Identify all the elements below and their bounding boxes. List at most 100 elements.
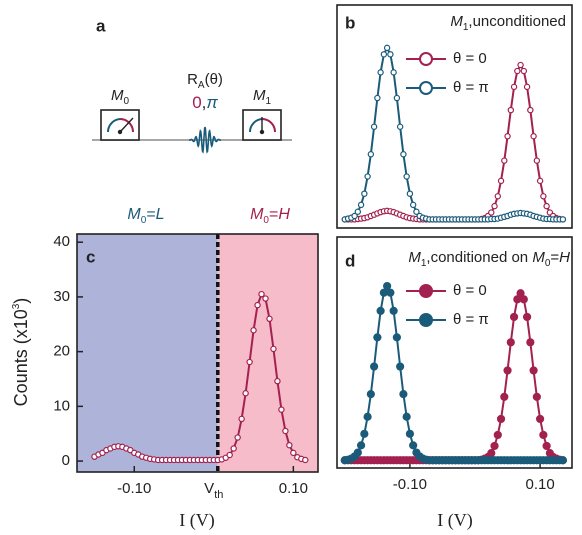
data-point: [409, 201, 417, 209]
panel-label: a: [96, 16, 106, 35]
data-point: [392, 333, 401, 342]
legend-marker: [419, 313, 433, 327]
text: ,: [202, 93, 207, 112]
text: 1: [421, 258, 427, 269]
legend-marker: [419, 81, 433, 95]
text: 0: [123, 96, 129, 107]
text: M: [250, 206, 264, 223]
data-point: [351, 212, 358, 220]
data-point: [558, 456, 567, 465]
text: ): [11, 298, 31, 304]
data-point: [389, 306, 398, 315]
data-point: [356, 441, 366, 450]
text: =: [550, 249, 559, 266]
x-tick-label: 0.10: [526, 476, 555, 493]
data-point: [360, 429, 369, 438]
text: th: [214, 489, 223, 501]
data-point: [399, 390, 408, 399]
data-point: [226, 451, 233, 459]
axes-frame: [336, 4, 573, 229]
legend-label: θ = 0: [453, 282, 487, 299]
data-point: [516, 289, 525, 298]
data-point: [491, 202, 498, 210]
data-point: [494, 193, 501, 200]
data-point: [522, 312, 532, 322]
data-point: [523, 83, 531, 91]
phase-label: 0,π: [192, 93, 218, 112]
data-point: [353, 448, 362, 457]
text: =: [146, 206, 155, 223]
data-point: [500, 392, 509, 401]
meter: [242, 109, 282, 141]
text: 3: [11, 303, 22, 309]
y-tick-label: 30: [53, 288, 70, 305]
text: M: [253, 87, 266, 104]
data-point: [386, 288, 395, 297]
text: 1: [463, 22, 469, 33]
data-point: [413, 208, 420, 215]
data-point: [497, 177, 505, 185]
text: M: [111, 87, 124, 104]
x-tick-label: -0.10: [393, 476, 427, 493]
text: 0: [192, 93, 201, 112]
data-point: [402, 412, 411, 421]
data-point: [262, 295, 269, 302]
region-shade: [217, 234, 318, 472]
data-point: [377, 69, 384, 76]
data-point: [501, 157, 508, 164]
y-tick-label: 0: [62, 452, 70, 469]
text: H: [278, 206, 290, 223]
data-point: [540, 193, 547, 200]
x-tick-label: 0.10: [279, 480, 308, 497]
y-tick-label: 20: [53, 343, 70, 360]
data-point: [396, 123, 404, 130]
data-point: [533, 157, 541, 164]
text: L: [156, 206, 165, 223]
text: π: [206, 93, 218, 112]
x-axis-label: I (V): [437, 510, 472, 531]
data-point: [526, 338, 535, 347]
axes-frame: [76, 233, 319, 473]
data-point: [488, 209, 495, 216]
data-point: [490, 441, 499, 451]
data-point: [496, 414, 506, 424]
region-shade: [77, 234, 218, 472]
meter-label: M1: [253, 87, 272, 107]
text: 0: [545, 258, 551, 269]
data-point: [374, 94, 381, 102]
chart-title: M1,unconditioned: [450, 13, 566, 33]
data-point: [274, 377, 281, 385]
text: M: [532, 249, 545, 266]
data-point: [383, 281, 392, 291]
data-point: [387, 51, 394, 58]
data-point: [302, 456, 309, 464]
data-point: [383, 44, 391, 52]
y-tick-label: 10: [53, 397, 70, 414]
data-point: [357, 201, 365, 209]
data-point: [405, 429, 415, 438]
pulse: [189, 126, 221, 154]
data-point: [542, 441, 551, 451]
data-point: [503, 366, 512, 375]
data-point: [520, 67, 528, 75]
x-axis-label: I (V): [179, 510, 214, 531]
meter-label: M0: [111, 87, 130, 107]
data-point: [270, 345, 277, 353]
data-point: [532, 392, 541, 401]
text: 1: [265, 96, 271, 107]
data-point: [493, 430, 502, 440]
data-point: [519, 295, 528, 304]
data-point: [364, 173, 371, 180]
text: H: [559, 249, 570, 266]
text: ,conditioned on: [426, 249, 532, 266]
data-point: [370, 123, 378, 130]
region-label: M0=H: [250, 206, 290, 226]
data-point: [543, 202, 550, 210]
text: M: [408, 249, 421, 266]
data-point: [250, 327, 257, 334]
legend-marker: [419, 284, 433, 298]
meter: [100, 109, 140, 141]
data-point: [376, 306, 385, 315]
panel-label: d: [345, 251, 355, 270]
